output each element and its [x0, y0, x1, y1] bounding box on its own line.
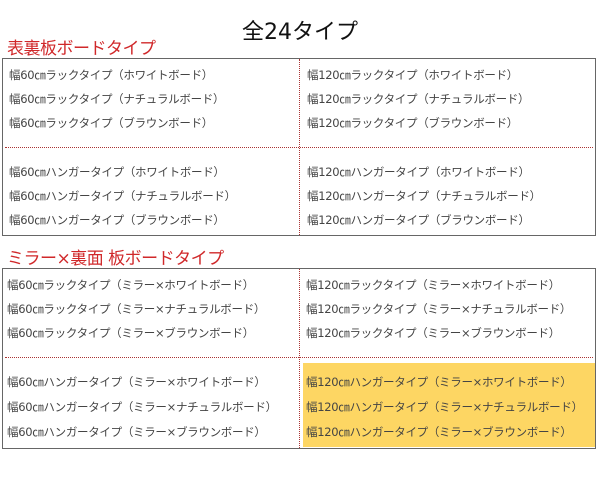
list-item: 幅120㎝ハンガータイプ（ミラー×ホワイトボード） — [306, 375, 572, 389]
list-item: 幅120㎝ハンガータイプ（ミラー×ナチュラルボード） — [306, 400, 583, 414]
list-item: 幅120㎝ハンガータイプ（ミラー×ブラウンボード） — [306, 425, 572, 439]
list-item: 幅120㎝ラックタイプ（ホワイトボード） — [307, 68, 518, 82]
list-item: 幅120㎝ハンガータイプ（ナチュラルボード） — [307, 189, 541, 203]
board-type-table: 幅60㎝ラックタイプ（ホワイトボード） 幅60㎝ラックタイプ（ナチュラルボード）… — [2, 58, 596, 236]
page-title: 全24タイプ — [242, 20, 358, 45]
list-item: 幅120㎝ラックタイプ（ミラー×ブラウンボード） — [306, 326, 560, 340]
list-item: 幅120㎝ラックタイプ（ミラー×ナチュラルボード） — [306, 302, 572, 316]
list-item: 幅120㎝ハンガータイプ（ブラウンボード） — [307, 213, 530, 227]
section-heading-mirror: ミラー×裏面 板ボードタイプ — [7, 249, 224, 269]
list-item: 幅60㎝ハンガータイプ（ホワイトボード） — [9, 165, 225, 179]
list-item: 幅60㎝ラックタイプ（ホワイトボード） — [9, 68, 213, 82]
list-item: 幅60㎝ラックタイプ（ミラー×ホワイトボード） — [7, 278, 254, 292]
mirror-type-table: 幅60㎝ラックタイプ（ミラー×ホワイトボード） 幅60㎝ラックタイプ（ミラー×ナ… — [2, 268, 596, 449]
vertical-divider — [299, 269, 300, 448]
section-heading-board: 表裏板ボードタイプ — [7, 39, 156, 59]
list-item: 幅60㎝ラックタイプ（ミラー×ナチュラルボード） — [7, 302, 266, 316]
list-item: 幅60㎝ハンガータイプ（ミラー×ホワイトボード） — [7, 375, 266, 389]
list-item: 幅60㎝ハンガータイプ（ナチュラルボード） — [9, 189, 236, 203]
list-item: 幅120㎝ラックタイプ（ナチュラルボード） — [307, 92, 530, 106]
list-item: 幅120㎝ラックタイプ（ミラー×ホワイトボード） — [306, 278, 560, 292]
list-item: 幅120㎝ラックタイプ（ブラウンボード） — [307, 116, 518, 130]
list-item: 幅60㎝ラックタイプ（ミラー×ブラウンボード） — [7, 326, 254, 340]
list-item: 幅60㎝ハンガータイプ（ミラー×ナチュラルボード） — [7, 400, 277, 414]
horizontal-divider — [5, 357, 593, 358]
list-item: 幅60㎝ハンガータイプ（ミラー×ブラウンボード） — [7, 425, 266, 439]
list-item: 幅60㎝ハンガータイプ（ブラウンボード） — [9, 213, 225, 227]
highlight-block — [303, 363, 595, 447]
list-item: 幅60㎝ラックタイプ（ブラウンボード） — [9, 116, 213, 130]
list-item: 幅120㎝ハンガータイプ（ホワイトボード） — [307, 165, 530, 179]
list-item: 幅60㎝ラックタイプ（ナチュラルボード） — [9, 92, 225, 106]
horizontal-divider — [5, 147, 593, 148]
